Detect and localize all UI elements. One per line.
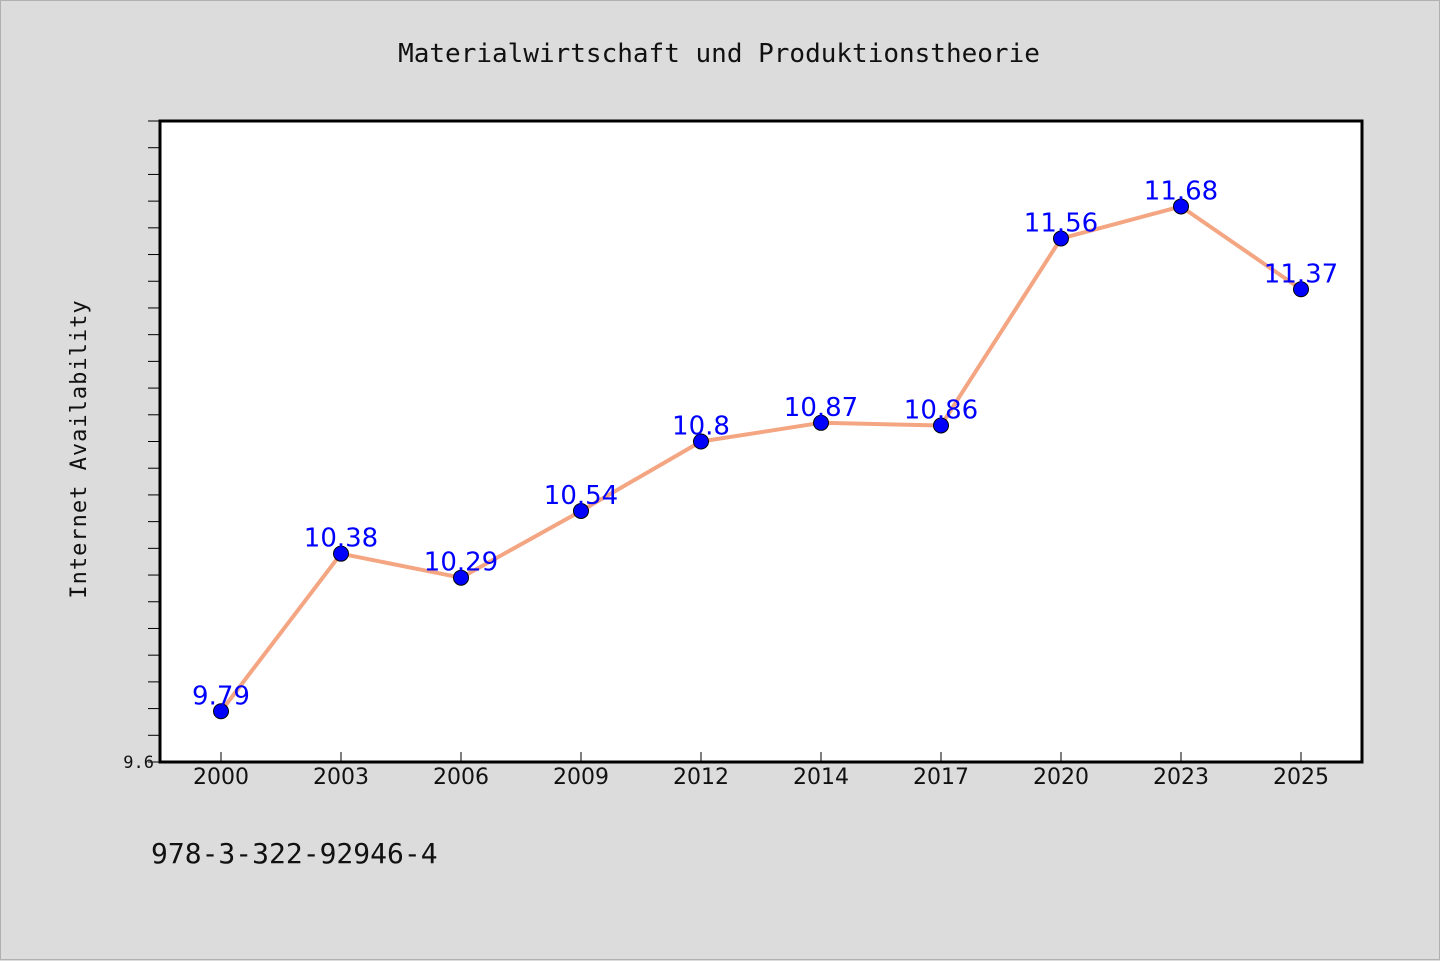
- x-tick-label: 2014: [793, 765, 849, 790]
- data-label: 10.54: [544, 481, 618, 511]
- y-tick-label: 9.6: [123, 753, 154, 773]
- x-axis: 2000 2003 2006 2009 2012 2014 2017 2020 2023 2025: [193, 752, 1329, 790]
- x-tick-label: 2017: [913, 765, 969, 790]
- y-axis-label: Internet Availability: [67, 299, 92, 598]
- data-point: [1293, 281, 1309, 298]
- data-label: 11.37: [1264, 259, 1338, 289]
- data-point: [813, 414, 829, 431]
- data-point: [933, 417, 949, 434]
- data-label: 10.29: [424, 548, 498, 578]
- x-tick-label: 2000: [193, 765, 249, 790]
- series-group: 9.79 10.38 10.29 10.54 10.8 10.87 10.86 11.56 11…: [192, 176, 1338, 720]
- data-point: [1173, 198, 1189, 215]
- data-label: 11.68: [1144, 176, 1218, 206]
- data-label: 10.87: [784, 393, 858, 423]
- data-point: [573, 502, 589, 519]
- data-point: [213, 703, 229, 720]
- data-point: [1053, 230, 1069, 247]
- data-point: [453, 569, 469, 586]
- chart-title: Materialwirtschaft und Produktionstheori…: [398, 39, 1040, 69]
- x-tick-label: 2009: [553, 765, 609, 790]
- x-tick-label: 2023: [1153, 765, 1209, 790]
- data-point: [333, 545, 349, 562]
- data-label: 10.38: [304, 524, 378, 554]
- x-tick-label: 2012: [673, 765, 729, 790]
- data-point: [693, 433, 709, 450]
- x-tick-label: 2006: [433, 765, 489, 790]
- plot-area: [158, 119, 1364, 764]
- x-tick-label: 2025: [1273, 765, 1329, 790]
- data-label: 10.8: [672, 412, 730, 442]
- data-label: 10.86: [904, 395, 978, 425]
- data-label: 11.56: [1024, 209, 1098, 239]
- isbn-text: 978-3-322-92946-4: [151, 837, 438, 870]
- x-tick-label: 2020: [1033, 765, 1089, 790]
- y-axis: 9.6: [123, 120, 160, 773]
- x-tick-label: 2003: [313, 765, 369, 790]
- data-label: 9.79: [192, 681, 250, 711]
- series-line: [219, 204, 1303, 713]
